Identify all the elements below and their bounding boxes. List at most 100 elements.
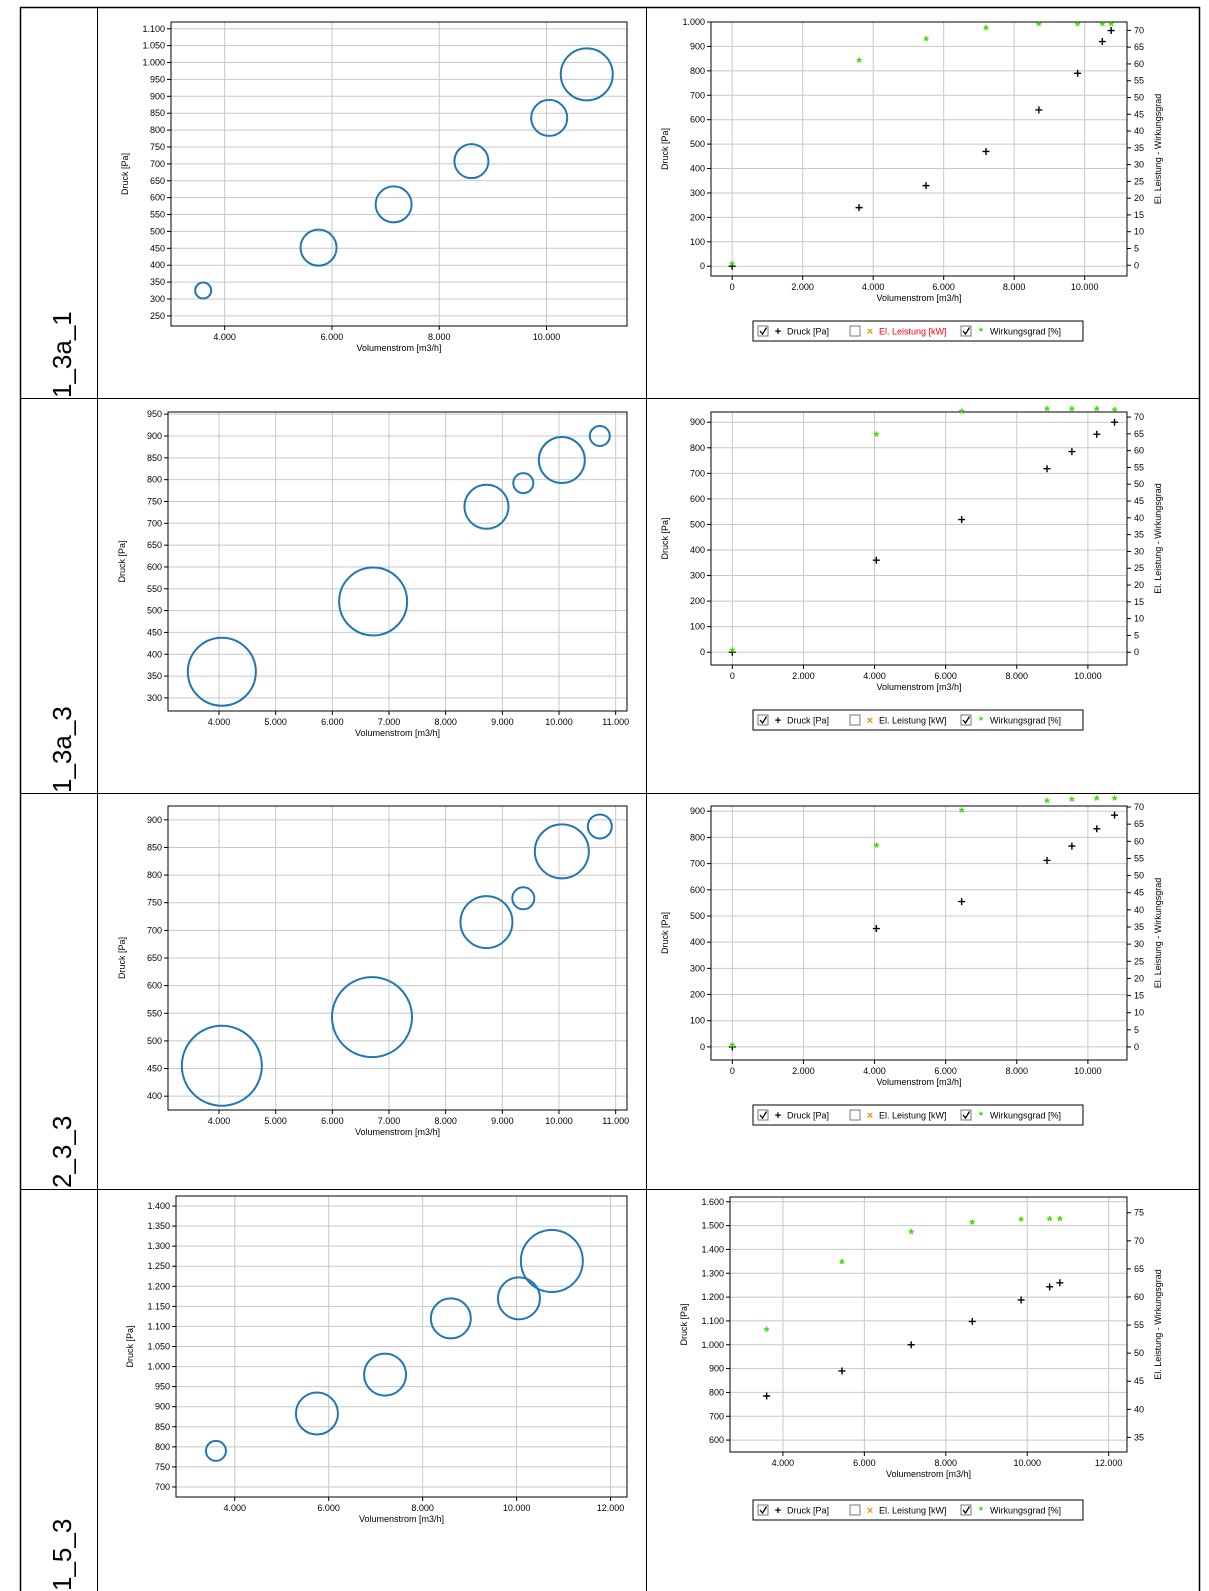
- y-tick-label: 800: [147, 475, 162, 485]
- pressure-point: [1111, 418, 1119, 426]
- legend-label: Wirkungsgrad [%]: [990, 1111, 1061, 1121]
- y-tick-label: 550: [147, 584, 162, 594]
- y-tick-label: 500: [150, 226, 165, 236]
- efficiency-point: *: [1018, 1213, 1024, 1229]
- legend-box: [752, 1499, 1084, 1521]
- legend-checkbox: [849, 1504, 861, 1516]
- x-tick-label: 10.000: [545, 1116, 573, 1126]
- y2-tick-label: 60: [1134, 836, 1144, 846]
- pressure-point: [728, 648, 736, 656]
- checkmark-icon: [759, 716, 768, 725]
- y-tick-label: 900: [690, 417, 705, 427]
- bubble-point: [537, 436, 586, 485]
- x-tick-label: 10.000: [533, 332, 561, 342]
- bubble-point: [429, 1297, 472, 1340]
- y2-tick-label: 10: [1134, 1008, 1144, 1018]
- y-tick-label: 400: [690, 164, 705, 174]
- x-tick-label: 10.000: [1013, 1458, 1041, 1468]
- legend-marker: ×: [867, 1110, 873, 1122]
- y-tick-label: 1.150: [147, 1301, 170, 1311]
- y-tick-label: 600: [690, 885, 705, 895]
- legend-marker: +: [775, 1110, 781, 1122]
- bubble-point: [512, 472, 535, 495]
- pressure-point: [1056, 1279, 1064, 1287]
- y-tick-label: 600: [690, 115, 705, 125]
- checkmark-icon: [962, 716, 971, 725]
- efficiency-point: *: [923, 32, 929, 48]
- efficiency-point: *: [1069, 402, 1075, 418]
- y-tick-label: 650: [147, 540, 162, 550]
- y-tick-label: 700: [690, 468, 705, 478]
- y-tick-label: 600: [147, 562, 162, 572]
- bubble-point: [338, 566, 409, 637]
- checkmark-icon: [962, 1111, 971, 1120]
- efficiency-point: *: [1108, 17, 1114, 33]
- pressure-point: [968, 1317, 976, 1325]
- checkmark-icon: [962, 327, 971, 336]
- y-tick-label: 450: [147, 627, 162, 637]
- x-tick-label: 8.000: [434, 717, 457, 727]
- x-tick-label: 4.000: [772, 1458, 795, 1468]
- y-tick-label: 700: [147, 518, 162, 528]
- y2-tick-label: 35: [1134, 143, 1144, 153]
- efficiency-point: *: [1044, 795, 1050, 811]
- y2-tick-label: 25: [1134, 956, 1144, 966]
- y-tick-label: 1.300: [701, 1268, 724, 1278]
- x-tick-label: 6.000: [321, 332, 344, 342]
- pressure-point: [872, 556, 880, 564]
- bubble-point: [586, 813, 613, 840]
- row-label: 1_3a_1: [47, 311, 77, 398]
- efficiency-point: *: [1075, 17, 1081, 33]
- x-tick-label: 9.000: [491, 717, 514, 727]
- y2-tick-label: 20: [1134, 973, 1144, 983]
- y-axis-title: Druck [Pa]: [679, 1303, 689, 1345]
- x-tick-label: 4.000: [863, 671, 886, 681]
- y2-tick-label: 40: [1134, 513, 1144, 523]
- bubble-point: [530, 98, 569, 137]
- x-axis-title: Volumenstrom [m3/h]: [355, 1127, 440, 1137]
- efficiency-point: *: [1100, 17, 1106, 33]
- y-tick-label: 850: [147, 842, 162, 852]
- y-tick-label: 1.000: [142, 58, 165, 68]
- efficiency-point: *: [1036, 17, 1042, 33]
- bubble-chart: 4.000 6.000 8.000 10.000 250 300 350 400 450 500 5…: [120, 21, 628, 353]
- y-tick-label: 400: [690, 545, 705, 555]
- legend-label: Druck [Pa]: [787, 716, 829, 726]
- pressure-point: [1043, 856, 1051, 864]
- y2-tick-label: 45: [1134, 109, 1144, 119]
- y2-tick-label: 55: [1134, 76, 1144, 86]
- legend-checkbox: [960, 325, 972, 337]
- legend-marker: ×: [867, 326, 873, 338]
- y-tick-label: 550: [147, 1008, 162, 1018]
- legend-label: El. Leistung [kW]: [879, 1506, 947, 1516]
- x-tick-label: 8.000: [1006, 671, 1029, 681]
- legend-label: Druck [Pa]: [787, 1506, 829, 1516]
- y-tick-label: 0: [700, 261, 705, 271]
- y-tick-label: 700: [690, 859, 705, 869]
- y-tick-label: 600: [147, 981, 162, 991]
- y-tick-label: 0: [700, 1042, 705, 1052]
- y2-tick-label: 0: [1134, 260, 1139, 270]
- y-tick-label: 700: [147, 925, 162, 935]
- plot-frame: [170, 21, 628, 327]
- legend-marker: +: [775, 326, 781, 338]
- y2-tick-label: 50: [1134, 479, 1144, 489]
- y2-tick-label: 55: [1134, 853, 1144, 863]
- y-tick-label: 300: [690, 571, 705, 581]
- y-axis-title: Druck [Pa]: [660, 128, 670, 170]
- y-tick-label: 1.200: [147, 1281, 170, 1291]
- efficiency-point: *: [1094, 402, 1100, 418]
- efficiency-point: *: [730, 1039, 736, 1055]
- legend-marker: *: [979, 1110, 984, 1122]
- y-tick-label: 400: [150, 260, 165, 270]
- y-tick-label: 350: [147, 671, 162, 681]
- x-tick-label: 4.000: [208, 1116, 231, 1126]
- legend-checkbox: [757, 1109, 769, 1121]
- x-tick-label: 6.000: [853, 1458, 876, 1468]
- y-axis-title: Druck [Pa]: [660, 912, 670, 954]
- x-tick-label: 7.000: [378, 1116, 401, 1126]
- y2-tick-label: 35: [1134, 1432, 1144, 1442]
- x-tick-label: 8.000: [935, 1458, 958, 1468]
- y-tick-label: 800: [155, 1442, 170, 1452]
